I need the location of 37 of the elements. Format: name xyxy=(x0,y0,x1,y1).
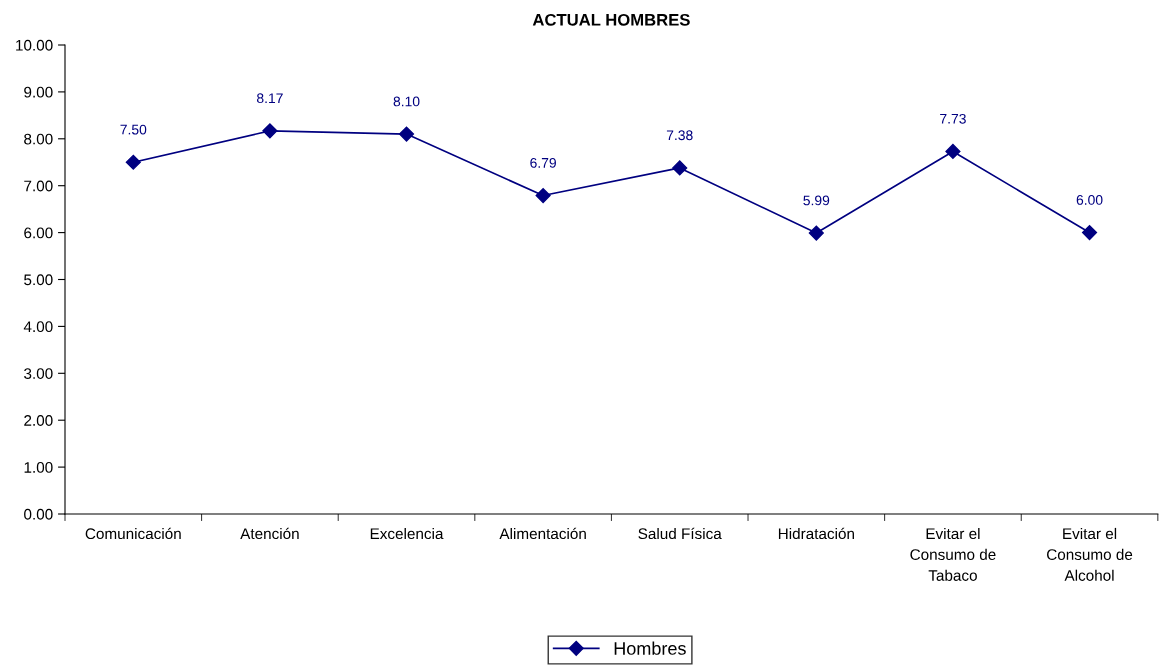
y-tick-label: 5.00 xyxy=(24,274,53,286)
x-tick-label: Hidratación xyxy=(778,527,854,540)
point xyxy=(398,126,415,142)
data-label: 7.38 xyxy=(666,130,693,141)
y-tick-label: 4.00 xyxy=(23,321,53,333)
y-tick-label: 1.00 xyxy=(24,461,53,473)
y-tick-label: 2.00 xyxy=(24,415,53,426)
y-tick-label: 0.00 xyxy=(24,508,53,520)
y-tick-label: 3.00 xyxy=(24,368,53,379)
x-tick-label: Evitar el Consumo de Tabaco xyxy=(910,527,996,581)
legend-label: Hombres xyxy=(614,641,686,655)
x-tick-label: Atención xyxy=(240,527,299,540)
chart-title: ACTUAL HOMBRES xyxy=(532,13,690,26)
data-label: 6.79 xyxy=(530,157,556,168)
data-label: 8.17 xyxy=(257,93,283,104)
point xyxy=(1081,225,1098,241)
data-label: 5.99 xyxy=(803,195,830,206)
data-label: 6.00 xyxy=(1076,195,1103,205)
point xyxy=(125,154,141,170)
y-tick-label: 6.00 xyxy=(24,227,53,239)
y-tick-label: 7.00 xyxy=(24,180,53,192)
y-tick-label: 9.00 xyxy=(24,86,53,98)
x-tick-label: Excelencia xyxy=(370,527,444,540)
point xyxy=(262,123,278,139)
y-tick-label: 10.00 xyxy=(16,39,53,51)
data-label: 8.10 xyxy=(393,96,420,107)
point xyxy=(535,187,551,204)
point xyxy=(808,225,824,241)
x-tick-label: Salud Física xyxy=(638,527,722,540)
data-label: 7.50 xyxy=(120,124,147,135)
x-tick-label: Alimentación xyxy=(499,527,586,540)
x-tick-label: Evitar el Consumo de Alcohol xyxy=(1047,527,1133,581)
y-tick-label: 8.00 xyxy=(24,133,53,145)
data-label: 7.73 xyxy=(940,113,966,124)
point xyxy=(672,160,688,176)
x-tick-label: Comunicación xyxy=(85,527,181,540)
point xyxy=(945,143,961,160)
